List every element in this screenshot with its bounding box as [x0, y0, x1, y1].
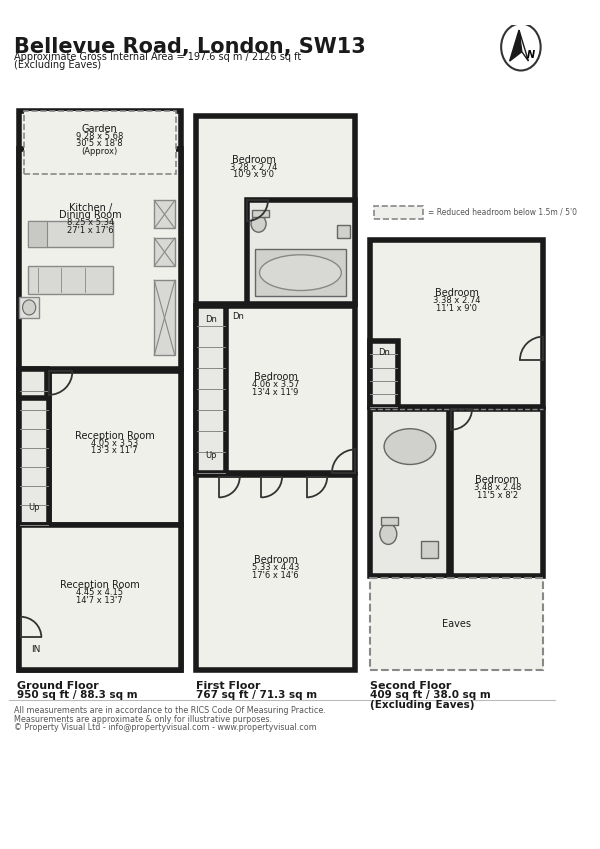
Text: Eaves: Eaves	[442, 619, 471, 629]
Ellipse shape	[384, 429, 436, 464]
Bar	[370, 341, 398, 408]
Text: 4.05 x 3.53: 4.05 x 3.53	[91, 439, 139, 447]
Text: 3.28 x 2.74: 3.28 x 2.74	[230, 163, 278, 171]
Text: Bedroom: Bedroom	[232, 155, 276, 165]
Ellipse shape	[260, 255, 341, 290]
Text: Ground Floor: Ground Floor	[17, 681, 98, 691]
Text: 11'1 x 9'0: 11'1 x 9'0	[436, 304, 477, 313]
Bar	[154, 280, 175, 356]
Ellipse shape	[23, 300, 36, 315]
Bar	[49, 371, 181, 525]
Bar	[28, 266, 113, 295]
Text: Up: Up	[28, 503, 40, 512]
Text: (Excluding Eaves): (Excluding Eaves)	[14, 60, 101, 70]
Text: 14'7 x 13'7: 14'7 x 13'7	[76, 596, 123, 604]
Text: 17'6 x 14'6: 17'6 x 14'6	[252, 571, 299, 580]
Text: (Excluding Eaves): (Excluding Eaves)	[370, 700, 474, 710]
Text: Bedroom: Bedroom	[434, 289, 478, 298]
Bar	[370, 578, 544, 671]
Text: Bedroom: Bedroom	[254, 555, 298, 565]
Ellipse shape	[501, 24, 541, 70]
Text: 4.45 x 4.15: 4.45 x 4.15	[76, 588, 123, 598]
Bar	[154, 238, 175, 266]
Bar	[374, 206, 423, 219]
Text: Bedroom: Bedroom	[475, 475, 520, 486]
Text: Dn: Dn	[377, 348, 389, 357]
Bar	[28, 221, 113, 247]
Ellipse shape	[380, 524, 397, 544]
Text: 409 sq ft / 38.0 sq m: 409 sq ft / 38.0 sq m	[370, 690, 490, 700]
Text: First Floor: First Floor	[196, 681, 260, 691]
Bar	[247, 200, 355, 304]
Bar	[19, 149, 181, 369]
Bar	[154, 200, 175, 228]
Ellipse shape	[251, 216, 266, 233]
Text: = Reduced headroom below 1.5m / 5'0: = Reduced headroom below 1.5m / 5'0	[428, 208, 577, 217]
Bar	[19, 369, 47, 397]
Text: Dn: Dn	[205, 315, 217, 324]
Text: Dining Room: Dining Room	[59, 211, 122, 220]
Text: 10'9 x 9'0: 10'9 x 9'0	[233, 171, 274, 179]
Text: N: N	[527, 49, 535, 59]
Text: Dn: Dn	[232, 312, 244, 321]
Text: Reception Room: Reception Room	[75, 430, 155, 441]
Text: IN: IN	[31, 645, 40, 655]
Text: Approximate Gross Internal Area = 197.6 sq m / 2126 sq ft: Approximate Gross Internal Area = 197.6 …	[14, 52, 301, 62]
Text: 27'1 x 17'6: 27'1 x 17'6	[67, 226, 113, 235]
Text: Bedroom: Bedroom	[254, 372, 298, 382]
Text: (Approx): (Approx)	[82, 147, 118, 156]
Text: Bellevue Road, London, SW13: Bellevue Road, London, SW13	[14, 37, 366, 57]
Bar	[381, 517, 398, 525]
Text: 13'3 x 11'7: 13'3 x 11'7	[91, 447, 138, 455]
Bar	[196, 306, 355, 473]
Text: 3.48 x 2.48: 3.48 x 2.48	[474, 483, 521, 492]
Bar	[19, 525, 181, 671]
Text: 9.28 x 5.68: 9.28 x 5.68	[76, 132, 124, 141]
Text: 30'5 x 18'8: 30'5 x 18'8	[76, 139, 123, 149]
Bar	[370, 409, 449, 576]
Text: All measurements are in accordance to the RICS Code Of Measuring Practice.: All measurements are in accordance to th…	[14, 706, 326, 715]
Text: 8.25 x 5.34: 8.25 x 5.34	[67, 218, 114, 228]
Text: 3.38 x 2.74: 3.38 x 2.74	[433, 296, 480, 306]
Bar	[28, 221, 47, 247]
Polygon shape	[519, 30, 529, 61]
Bar	[19, 111, 181, 671]
Bar	[19, 371, 49, 525]
Text: 4.06 x 3.57: 4.06 x 3.57	[252, 380, 299, 389]
Text: 11'5 x 8'2: 11'5 x 8'2	[477, 491, 518, 500]
Text: Measurements are approximate & only for illustrative purposes.: Measurements are approximate & only for …	[14, 715, 272, 723]
Text: © Property Visual Ltd - info@propertyvisual.com - www.propertyvisual.com: © Property Visual Ltd - info@propertyvis…	[14, 723, 317, 732]
Text: Up: Up	[205, 452, 217, 460]
Text: Garden: Garden	[82, 124, 118, 134]
Polygon shape	[509, 30, 522, 61]
Text: 950 sq ft / 88.3 sq m: 950 sq ft / 88.3 sq m	[17, 690, 137, 700]
Bar	[255, 249, 346, 296]
Text: Second Floor: Second Floor	[370, 681, 451, 691]
Bar	[23, 111, 176, 174]
Bar	[196, 306, 226, 473]
Text: 5.33 x 4.43: 5.33 x 4.43	[252, 564, 299, 572]
Text: Kitchen /: Kitchen /	[68, 203, 112, 213]
Bar	[196, 115, 355, 304]
Text: 13'4 x 11'9: 13'4 x 11'9	[253, 387, 299, 396]
Bar	[19, 297, 40, 318]
Bar	[196, 475, 355, 671]
Bar	[252, 210, 269, 217]
Bar	[370, 239, 544, 408]
Bar	[337, 225, 350, 238]
Bar	[421, 541, 438, 558]
Text: 767 sq ft / 71.3 sq m: 767 sq ft / 71.3 sq m	[196, 690, 317, 700]
Text: Reception Room: Reception Room	[60, 580, 140, 590]
Bar	[451, 409, 544, 576]
